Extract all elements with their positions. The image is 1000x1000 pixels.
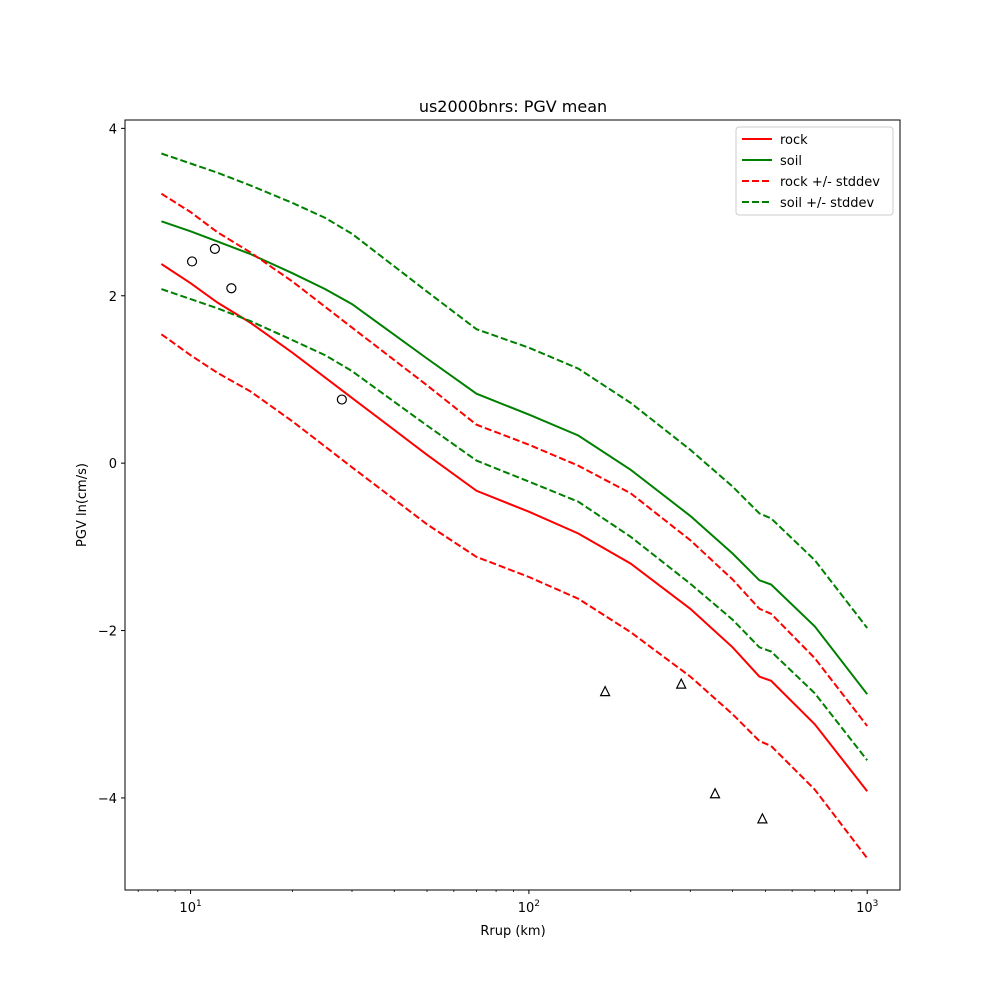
y-tick-label-0: 4 xyxy=(109,122,117,137)
plot-frame xyxy=(124,119,901,891)
y-tick-label-1: 2 xyxy=(109,290,117,305)
legend-label-0: rock xyxy=(780,133,808,148)
x-tick-label-2: 103 xyxy=(856,899,878,916)
circle-marker-0 xyxy=(186,256,198,267)
x-tick-label-1: 102 xyxy=(518,899,540,916)
x-axis-label: Rrup (km) xyxy=(480,924,545,939)
series-line-1 xyxy=(161,220,868,695)
legend-label-2: rock +/- stddev xyxy=(780,175,880,190)
y-axis-label: PGV ln(cm/s) xyxy=(75,463,90,547)
triangle-marker-1 xyxy=(675,677,687,689)
y-tick-label-4: −4 xyxy=(98,792,117,807)
y-tick-label-2: 0 xyxy=(109,457,117,472)
triangle-marker-3 xyxy=(756,812,768,824)
circle-marker-2 xyxy=(226,283,237,294)
series-line-5 xyxy=(161,288,868,761)
x-tick-label-0: 101 xyxy=(179,899,201,916)
triangle-marker-2 xyxy=(709,787,721,799)
chart-title: us2000bnrs: PGV mean xyxy=(419,97,607,116)
y-tick-label-3: −2 xyxy=(98,625,117,640)
series-line-3 xyxy=(160,333,868,859)
circle-marker-3 xyxy=(336,394,347,405)
series-line-4 xyxy=(161,152,868,629)
series-line-2 xyxy=(160,192,868,727)
legend-box xyxy=(735,126,894,216)
legend-label-3: soil +/- stddev xyxy=(780,196,875,211)
legend-label-1: soil xyxy=(780,154,802,169)
legend: rock soil rock +/- stddev soil +/- stddev xyxy=(735,126,894,216)
triangle-marker-0 xyxy=(599,685,611,697)
circle-marker-1 xyxy=(209,243,220,254)
